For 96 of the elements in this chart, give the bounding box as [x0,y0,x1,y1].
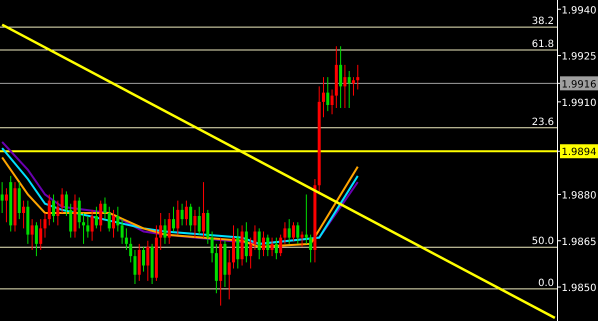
annotation: 0.0 [538,278,554,289]
candlestick [129,238,132,262]
candlestick [64,191,68,216]
candlestick [330,90,334,114]
candlestick [244,222,248,262]
candlestick [348,70,351,108]
candlestick [236,228,240,269]
candlestick [30,219,34,250]
candlestick [262,231,266,256]
candlestick [82,212,86,244]
candlestick [339,46,342,108]
candlestick [270,238,274,256]
candlestick [108,206,111,232]
candlestick [206,210,210,244]
candlestick [39,219,42,250]
candlestick [180,204,184,226]
candlestick [326,77,330,112]
candlestick [232,225,236,269]
candlestick [120,219,124,244]
candlestick [228,250,231,300]
candlestick [258,228,261,260]
candlestick [304,194,308,244]
candlestick [249,238,252,269]
annotation: 38.2 [532,16,554,28]
candlestick [288,219,291,244]
candlestick [223,240,226,288]
candlestick [266,234,270,256]
y-tick-label: 1.9894 [562,147,596,158]
y-tick-label: 1.9940 [562,5,596,16]
candlestick [112,210,116,238]
candlestick [146,240,150,281]
candlestick [279,234,282,256]
candlestick [283,222,286,244]
candlestick [189,204,192,232]
candlestick [356,64,360,90]
candlestick [172,206,176,232]
candlestick [124,228,128,250]
candlestick [318,86,321,194]
candlestick [78,198,81,228]
candlestick [99,200,102,232]
candlestick [9,176,12,232]
y-tick-label: 1.9925 [562,52,596,63]
candlestick [69,204,72,238]
annotation: 61.8 [532,39,554,50]
candlestick [103,198,106,220]
candlestick [274,238,278,260]
candlestick [26,200,30,244]
candlestick [198,206,201,235]
candlestick [154,225,158,281]
candlestick [34,222,38,256]
candlestick [168,212,171,244]
candlestick [73,194,76,238]
candlestick [214,244,218,294]
candlestick [163,219,166,244]
candlestick [150,244,154,284]
candlestick [296,222,300,244]
y-tick-label: 1.9865 [562,236,596,248]
candlestick [133,250,136,284]
candlestick [142,246,146,272]
candlestick [90,210,94,241]
candlestick [176,200,180,235]
candlestick [300,231,304,247]
candlestick [184,200,188,226]
candlestick [193,210,196,238]
candlestick [352,77,355,96]
candlestick [322,77,325,118]
candlestick [4,188,8,222]
candlestick [240,225,244,266]
candlestick [159,212,162,250]
y-tick-label: 1.9850 [562,283,596,294]
candlestick [309,234,312,262]
candlestick [219,238,222,306]
candlestick [202,182,206,238]
annotation: 23.6 [532,116,554,128]
candlestick [210,231,214,262]
y-tick-label: 1.9880 [562,190,596,202]
candlestick [343,64,346,108]
candlestick [22,200,26,228]
y-tick-label: 1.9916 [562,79,596,90]
candlestick [43,212,46,238]
candlestick [94,206,98,228]
candlestick [313,179,316,262]
candlestick [116,206,120,232]
candlestick [56,200,60,226]
candlestick [86,216,90,238]
candlestick [334,46,338,108]
y-tick-label: 1.9910 [562,98,596,109]
candlestick [253,225,256,250]
candlestick [0,182,4,213]
candlestick [60,188,64,213]
candlestick [18,182,21,220]
candlestick [13,182,16,232]
candlestick [48,194,51,226]
candlestick [292,222,295,241]
annotation: 50.0 [532,236,554,248]
candlestick [52,194,56,222]
